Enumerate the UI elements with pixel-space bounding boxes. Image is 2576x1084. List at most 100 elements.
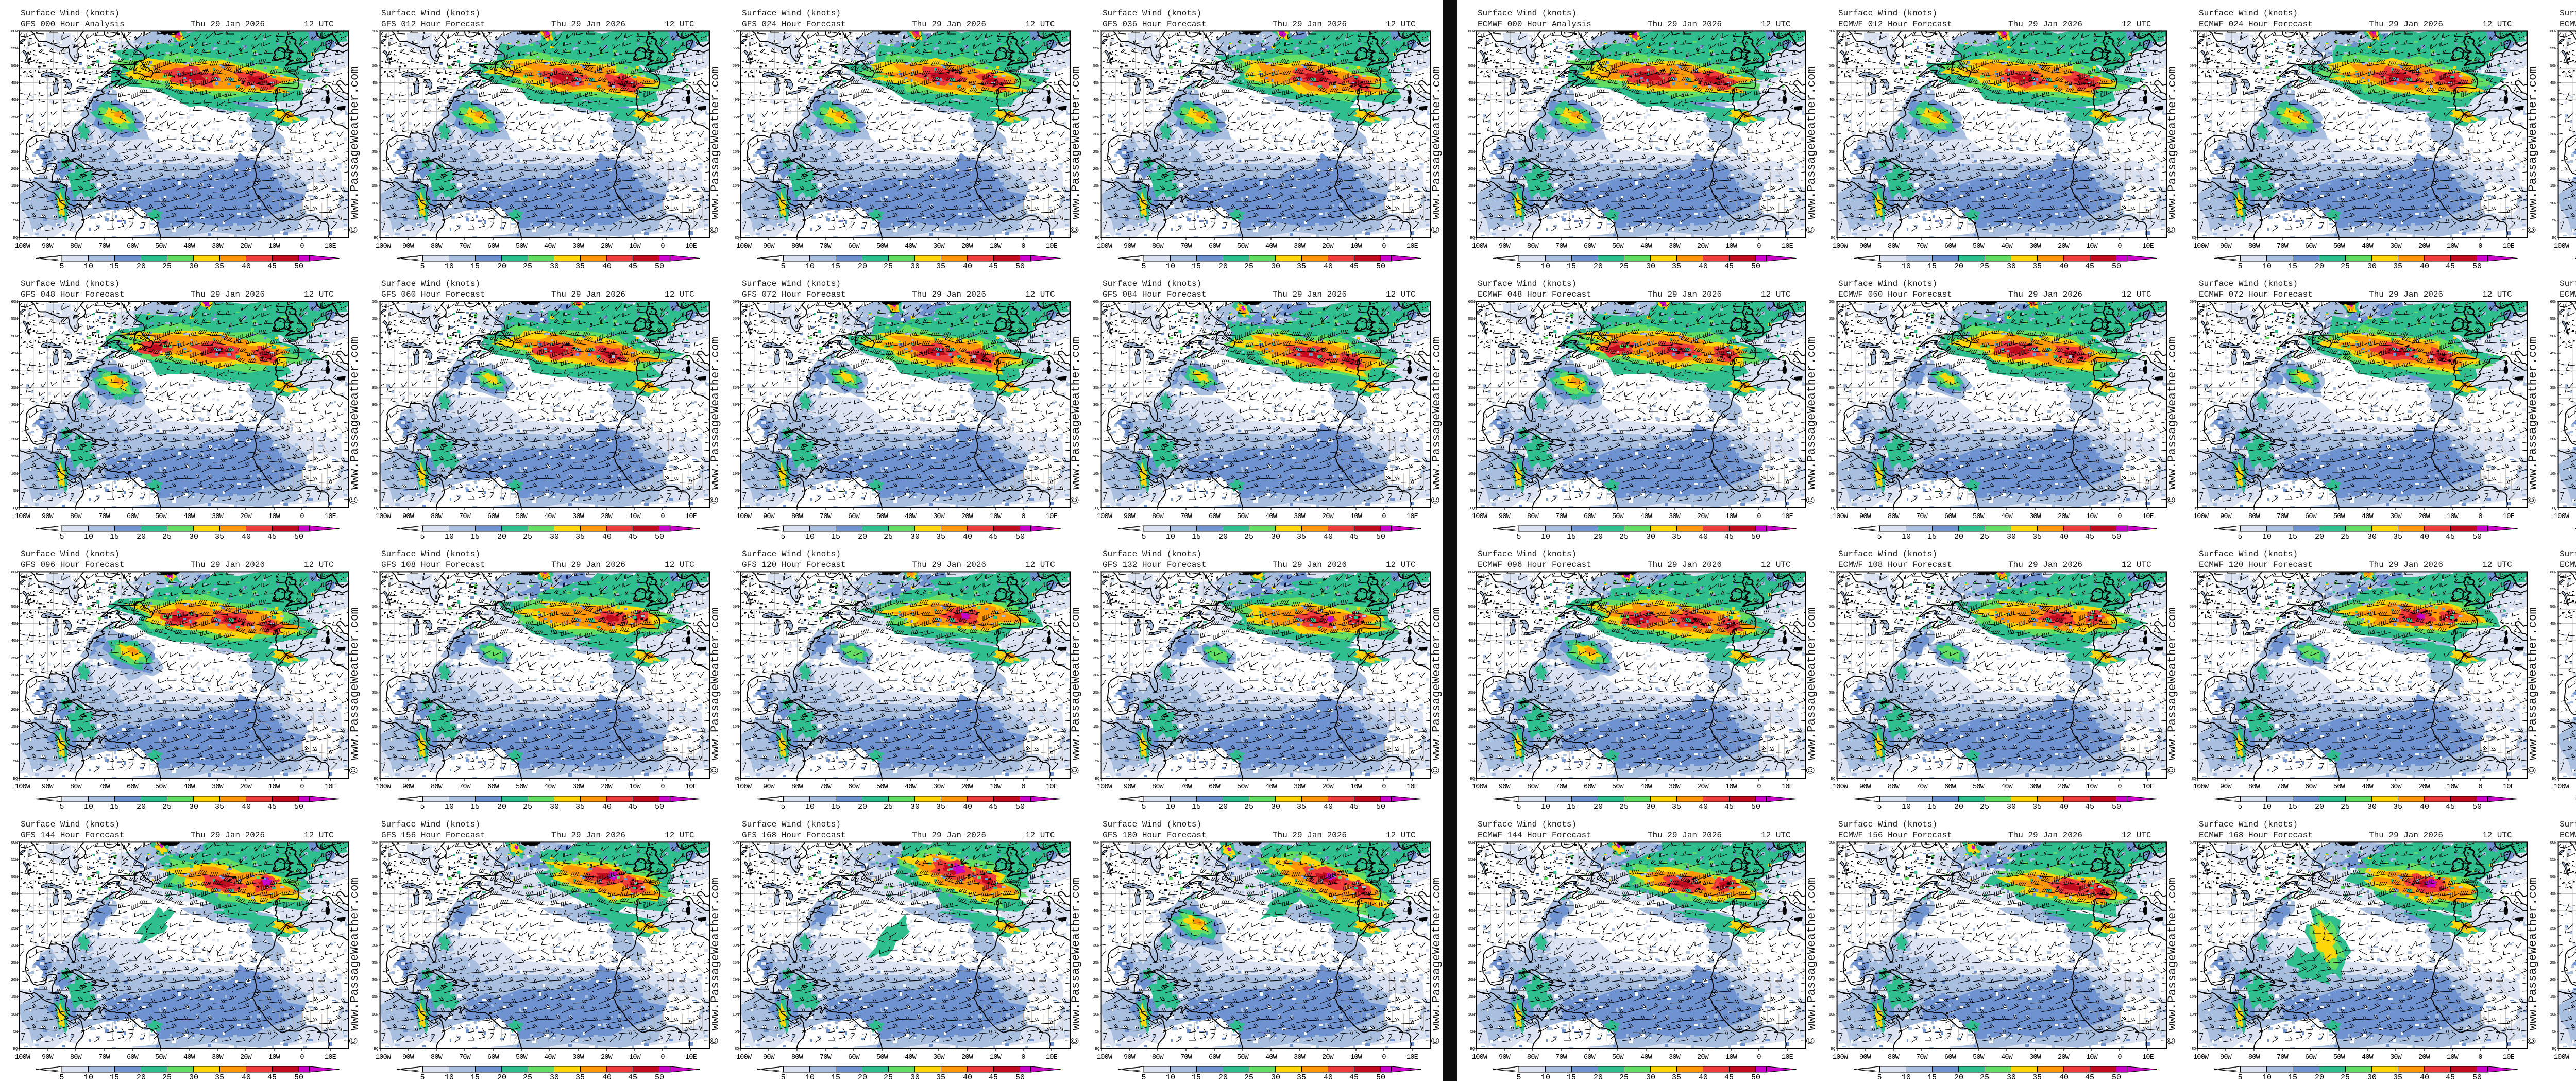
svg-text:Surface Wind (knots): Surface Wind (knots) — [1103, 549, 1201, 559]
svg-text:12 UTC: 12 UTC — [2122, 20, 2151, 29]
svg-text:ECMWF 168 Hour Forecast: ECMWF 168 Hour Forecast — [2199, 831, 2313, 840]
svg-text:© www.PassageWeather.com: © www.PassageWeather.com — [1069, 66, 1082, 233]
svg-text:Surface Wind (knots): Surface Wind (knots) — [1103, 820, 1201, 829]
svg-text:Surface Wind (knots): Surface Wind (knots) — [1478, 9, 1577, 18]
svg-text:Thu 29 Jan 2026: Thu 29 Jan 2026 — [2369, 560, 2443, 570]
svg-text:ECMWF 060 Hour Forecast: ECMWF 060 Hour Forecast — [1838, 290, 1952, 299]
svg-text:© www.PassageWeather.com: © www.PassageWeather.com — [2165, 337, 2179, 504]
svg-text:GFS 180 Hour Forecast: GFS 180 Hour Forecast — [1103, 831, 1207, 840]
svg-text:12 UTC: 12 UTC — [665, 560, 694, 570]
svg-text:Surface Wind (knots): Surface Wind (knots) — [1838, 820, 1937, 829]
svg-text:12 UTC: 12 UTC — [2122, 560, 2151, 570]
svg-text:12 UTC: 12 UTC — [665, 20, 694, 29]
svg-text:ECMWF 072 Hour Forecast: ECMWF 072 Hour Forecast — [2199, 290, 2313, 299]
svg-text:Surface Wind (knots): Surface Wind (knots) — [2560, 549, 2576, 559]
svg-text:Surface Wind (knots): Surface Wind (knots) — [21, 279, 120, 288]
svg-text:© www.PassageWeather.com: © www.PassageWeather.com — [708, 607, 722, 774]
svg-text:ECMWF 132 Hour Forecast: ECMWF 132 Hour Forecast — [2560, 560, 2576, 570]
svg-text:Surface Wind (knots): Surface Wind (knots) — [2560, 820, 2576, 829]
svg-text:Thu 29 Jan 2026: Thu 29 Jan 2026 — [1273, 20, 1347, 29]
svg-text:Surface Wind (knots): Surface Wind (knots) — [1838, 9, 1937, 18]
svg-text:Thu 29 Jan 2026: Thu 29 Jan 2026 — [1273, 290, 1347, 299]
svg-text:© www.PassageWeather.com: © www.PassageWeather.com — [2165, 66, 2179, 233]
svg-text:Surface Wind (knots): Surface Wind (knots) — [381, 279, 480, 288]
svg-text:Surface Wind (knots): Surface Wind (knots) — [381, 820, 480, 829]
svg-text:Thu 29 Jan 2026: Thu 29 Jan 2026 — [2008, 560, 2082, 570]
svg-text:GFS 132 Hour Forecast: GFS 132 Hour Forecast — [1103, 560, 1207, 570]
svg-text:12 UTC: 12 UTC — [1761, 831, 1791, 840]
svg-text:ECMWF 084 Hour Forecast: ECMWF 084 Hour Forecast — [2560, 290, 2576, 299]
svg-text:GFS 036 Hour Forecast: GFS 036 Hour Forecast — [1103, 20, 1207, 29]
svg-text:Thu 29 Jan 2026: Thu 29 Jan 2026 — [191, 20, 265, 29]
svg-text:Thu 29 Jan 2026: Thu 29 Jan 2026 — [1648, 560, 1722, 570]
svg-text:Surface Wind (knots): Surface Wind (knots) — [1838, 549, 1937, 559]
svg-text:12 UTC: 12 UTC — [1386, 20, 1416, 29]
svg-text:© www.PassageWeather.com: © www.PassageWeather.com — [2526, 607, 2539, 774]
svg-text:© www.PassageWeather.com: © www.PassageWeather.com — [2526, 877, 2539, 1044]
svg-text:12 UTC: 12 UTC — [665, 290, 694, 299]
svg-text:Thu 29 Jan 2026: Thu 29 Jan 2026 — [1273, 560, 1347, 570]
svg-text:12 UTC: 12 UTC — [2482, 20, 2512, 29]
svg-text:© www.PassageWeather.com: © www.PassageWeather.com — [2526, 337, 2539, 504]
svg-text:ECMWF 012 Hour Forecast: ECMWF 012 Hour Forecast — [1838, 20, 1952, 29]
svg-text:Surface Wind (knots): Surface Wind (knots) — [381, 549, 480, 559]
svg-text:GFS 120 Hour Forecast: GFS 120 Hour Forecast — [742, 560, 846, 570]
svg-text:© www.PassageWeather.com: © www.PassageWeather.com — [1805, 607, 1818, 774]
svg-text:© www.PassageWeather.com: © www.PassageWeather.com — [1430, 877, 1443, 1044]
svg-text:12 UTC: 12 UTC — [1025, 290, 1055, 299]
svg-text:12 UTC: 12 UTC — [304, 20, 334, 29]
svg-text:© www.PassageWeather.com: © www.PassageWeather.com — [1069, 337, 1082, 504]
svg-text:Thu 29 Jan 2026: Thu 29 Jan 2026 — [551, 560, 625, 570]
svg-text:Surface Wind (knots): Surface Wind (knots) — [2199, 279, 2298, 288]
svg-text:© www.PassageWeather.com: © www.PassageWeather.com — [2165, 607, 2179, 774]
svg-text:Surface Wind (knots): Surface Wind (knots) — [1103, 279, 1201, 288]
svg-text:Surface Wind (knots): Surface Wind (knots) — [2199, 820, 2298, 829]
svg-text:Surface Wind (knots): Surface Wind (knots) — [1478, 279, 1577, 288]
svg-text:Thu 29 Jan 2026: Thu 29 Jan 2026 — [2008, 831, 2082, 840]
svg-text:Thu 29 Jan 2026: Thu 29 Jan 2026 — [1648, 831, 1722, 840]
svg-text:ECMWF 096 Hour Forecast: ECMWF 096 Hour Forecast — [1478, 560, 1591, 570]
svg-text:Thu 29 Jan 2026: Thu 29 Jan 2026 — [2369, 20, 2443, 29]
svg-text:© www.PassageWeather.com: © www.PassageWeather.com — [2165, 877, 2179, 1044]
svg-text:© www.PassageWeather.com: © www.PassageWeather.com — [1430, 66, 1443, 233]
svg-text:GFS 024 Hour Forecast: GFS 024 Hour Forecast — [742, 20, 846, 29]
svg-text:© www.PassageWeather.com: © www.PassageWeather.com — [1805, 337, 1818, 504]
svg-text:© www.PassageWeather.com: © www.PassageWeather.com — [708, 337, 722, 504]
svg-text:12 UTC: 12 UTC — [1025, 20, 1055, 29]
svg-text:12 UTC: 12 UTC — [1025, 831, 1055, 840]
svg-text:Surface Wind (knots): Surface Wind (knots) — [2199, 549, 2298, 559]
svg-text:Thu 29 Jan 2026: Thu 29 Jan 2026 — [2008, 20, 2082, 29]
svg-text:© www.PassageWeather.com: © www.PassageWeather.com — [2526, 66, 2539, 233]
svg-text:GFS 000 Hour Analysis: GFS 000 Hour Analysis — [21, 20, 125, 29]
svg-text:12 UTC: 12 UTC — [1761, 20, 1791, 29]
svg-text:ECMWF 024 Hour Forecast: ECMWF 024 Hour Forecast — [2199, 20, 2313, 29]
svg-text:Thu 29 Jan 2026: Thu 29 Jan 2026 — [551, 831, 625, 840]
svg-text:Thu 29 Jan 2026: Thu 29 Jan 2026 — [551, 20, 625, 29]
svg-text:Thu 29 Jan 2026: Thu 29 Jan 2026 — [2369, 290, 2443, 299]
svg-text:12 UTC: 12 UTC — [2122, 290, 2151, 299]
svg-text:© www.PassageWeather.com: © www.PassageWeather.com — [1430, 337, 1443, 504]
svg-text:Thu 29 Jan 2026: Thu 29 Jan 2026 — [191, 560, 265, 570]
svg-text:Surface Wind (knots): Surface Wind (knots) — [381, 9, 480, 18]
svg-text:Surface Wind (knots): Surface Wind (knots) — [742, 820, 841, 829]
svg-text:ECMWF 156 Hour Forecast: ECMWF 156 Hour Forecast — [1838, 831, 1952, 840]
svg-text:Thu 29 Jan 2026: Thu 29 Jan 2026 — [1273, 831, 1347, 840]
svg-text:Thu 29 Jan 2026: Thu 29 Jan 2026 — [1648, 290, 1722, 299]
svg-text:GFS 096 Hour Forecast: GFS 096 Hour Forecast — [21, 560, 125, 570]
svg-text:12 UTC: 12 UTC — [1761, 290, 1791, 299]
svg-text:Surface Wind (knots): Surface Wind (knots) — [2560, 279, 2576, 288]
svg-text:Thu 29 Jan 2026: Thu 29 Jan 2026 — [912, 20, 986, 29]
svg-text:12 UTC: 12 UTC — [2482, 290, 2512, 299]
svg-text:© www.PassageWeather.com: © www.PassageWeather.com — [348, 607, 361, 774]
svg-text:12 UTC: 12 UTC — [304, 831, 334, 840]
svg-text:Thu 29 Jan 2026: Thu 29 Jan 2026 — [912, 831, 986, 840]
svg-text:12 UTC: 12 UTC — [2482, 560, 2512, 570]
svg-text:Surface Wind (knots): Surface Wind (knots) — [21, 9, 120, 18]
svg-text:12 UTC: 12 UTC — [304, 290, 334, 299]
svg-text:© www.PassageWeather.com: © www.PassageWeather.com — [1069, 607, 1082, 774]
svg-text:GFS 048 Hour Forecast: GFS 048 Hour Forecast — [21, 290, 125, 299]
svg-text:ECMWF 048 Hour Forecast: ECMWF 048 Hour Forecast — [1478, 290, 1591, 299]
svg-text:12 UTC: 12 UTC — [2122, 831, 2151, 840]
svg-text:ECMWF 144 Hour Forecast: ECMWF 144 Hour Forecast — [1478, 831, 1591, 840]
svg-text:Surface Wind (knots): Surface Wind (knots) — [2560, 9, 2576, 18]
